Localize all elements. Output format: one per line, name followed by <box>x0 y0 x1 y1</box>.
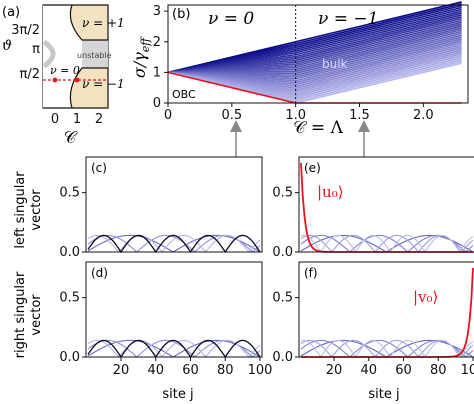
xlabel-site-right: site j <box>368 387 399 402</box>
phase-point-1 <box>52 77 58 83</box>
panel-b-ytick-label-3: 3 <box>153 4 161 19</box>
panel-b-ytick-label-2: 2 <box>153 35 161 50</box>
panel-b-ylabel-main: σ/γ <box>130 52 149 78</box>
panel-d-ytick-label-0: 0.0 <box>59 350 80 365</box>
panel-e-u0-label: |u₀⟩ <box>317 183 344 201</box>
panel-e-profile-light-3 <box>300 234 474 252</box>
panel-c-frame <box>85 156 263 253</box>
panel-b-ytick-label-1: 1 <box>153 65 161 80</box>
panel-b-xtick-label-4: 2.0 <box>413 108 434 123</box>
panel-d-profile-dark <box>87 339 261 359</box>
panel-d-xtick-label-1: 40 <box>147 363 164 378</box>
panel-d-xtick-label-2: 60 <box>182 363 199 378</box>
panel-a-ytick-pi2: π/2 <box>20 67 40 82</box>
panel-d-profile-light-1 <box>87 339 261 358</box>
panel-f-xtick-label-0: 20 <box>326 363 343 378</box>
panel-b-xlabel: 𝒞 = Λ <box>293 118 343 138</box>
panel-d-xtick-label-0: 20 <box>113 363 130 378</box>
panel-f-profile-light-1 <box>300 339 474 358</box>
panel-d-label: (d) <box>91 266 108 280</box>
panel-c-profile-dark <box>87 234 261 254</box>
panel-c-profile-light-2 <box>87 234 261 252</box>
panel-b-xtick-label-1: 0.5 <box>221 108 242 123</box>
panel-f-xtick-label-4: 100 <box>461 363 474 378</box>
panel-f-xtick-label-3: 80 <box>430 363 447 378</box>
panel-a-xlabel: 𝒞 <box>64 128 78 148</box>
panel-b-bulk-label: bulk <box>322 57 348 71</box>
panel-b-frame <box>167 4 469 104</box>
panel-f-xtick-label-2: 60 <box>395 363 412 378</box>
panel-b-xtick-label-3: 1.5 <box>349 108 370 123</box>
panel-a-nu-plus1: ν = +1 <box>82 16 125 30</box>
panel-f-label: (f) <box>304 266 318 280</box>
panel-f-v0-label: |v₀⟩ <box>413 288 438 306</box>
phase-boundary-unstable-lobe <box>42 39 56 69</box>
panel-f-ytick-label-1: 0.5 <box>272 291 293 306</box>
panel-d-ytick-label-1: 0.5 <box>59 291 80 306</box>
panel-a-label: (a) <box>2 5 20 20</box>
panel-c: (c) 0.0 0.5 <box>59 156 263 260</box>
panel-b-ytick-label-0: 0 <box>153 96 161 111</box>
panel-c-ytick-label-0: 0.0 <box>59 245 80 260</box>
panel-f-ytick-label-0: 0.0 <box>272 350 293 365</box>
phase-region-nu-minus1 <box>43 67 109 109</box>
panel-a-xtick-2: 2 <box>95 112 103 127</box>
panel-f-profile-light-3 <box>300 339 474 357</box>
row-label-bottom: right singular vector <box>13 271 44 358</box>
panel-a-ylabel: ϑ <box>2 38 12 54</box>
panel-b-region-left: ν = 0 <box>208 9 254 29</box>
xlabel-site-left: site j <box>162 387 193 402</box>
panel-c-ytick-label-1: 0.5 <box>59 186 80 201</box>
panel-b-label: (b) <box>172 7 190 22</box>
panel-e-ytick-label-1: 0.5 <box>272 186 293 201</box>
panel-d-frame <box>85 261 263 358</box>
panel-b-obc-label: OBC <box>172 88 196 101</box>
panel-d-xtick-label-3: 80 <box>217 363 234 378</box>
panel-b-xtick-label-0: 0 <box>164 108 172 123</box>
panel-b-ylabel-sub: eff <box>139 36 152 53</box>
panel-e-profile-light-1 <box>300 234 474 253</box>
panel-c-label: (c) <box>91 161 107 175</box>
phase-point-2 <box>74 77 80 83</box>
panel-f-xtick-label-1: 40 <box>360 363 377 378</box>
panel-d-profile-light-2 <box>87 339 261 357</box>
panel-a-xtick-1: 1 <box>73 112 81 127</box>
panel-e: (e) 0.0 0.5 |u₀⟩ <box>272 156 474 260</box>
panel-f: (f) 0.0 0.5 20 40 60 80 100 |v₀⟩ <box>272 261 474 378</box>
row-label-bottom-line1: right singular <box>13 271 28 358</box>
row-label-top-line1: left singular <box>13 171 28 249</box>
panel-d-xtick-label-4: 100 <box>248 363 273 378</box>
row-label-top: left singular vector <box>13 171 44 249</box>
panel-f-frame <box>298 261 474 358</box>
panel-b-xtick-label-2: 1.0 <box>285 108 306 123</box>
panel-a-ytick-pi: π <box>32 42 40 57</box>
panel-a-xtick-0: 0 <box>51 112 59 127</box>
panel-a-unstable: unstable <box>77 51 112 60</box>
row-label-top-line2: vector <box>29 189 44 231</box>
panel-a-ytick-3pi2: 3π/2 <box>11 23 40 38</box>
phase-region-nu-plus1 <box>43 4 109 41</box>
panel-a: (a) ϑ 3π/2 π π/2 0 1 2 𝒞 ν = +1 ν = 0 ν … <box>2 4 125 148</box>
panel-b: (b) ν = 0 ν = −1 bulk OBC σ/γeff 𝒞 = Λ 0… <box>130 1 469 138</box>
panel-e-ytick-label-0: 0.0 <box>272 245 293 260</box>
svg-text:σ/γeff: σ/γeff <box>130 36 152 78</box>
panel-e-label: (e) <box>304 161 321 175</box>
panel-a-nu-0: ν = 0 <box>50 64 80 77</box>
phase-region-unstable <box>82 40 108 68</box>
panel-d: (d) 0.0 0.5 20 40 60 80 100 <box>59 261 273 378</box>
panel-b-region-right: ν = −1 <box>318 9 378 29</box>
phase-region-nu0 <box>43 5 82 108</box>
panel-b-ylabel: σ/γeff <box>130 36 152 78</box>
panel-c-profile-light-1 <box>87 234 261 253</box>
panel-e-frame <box>298 156 474 253</box>
panel-a-nu-minus1: ν = −1 <box>82 77 125 91</box>
row-label-bottom-line2: vector <box>29 294 44 336</box>
